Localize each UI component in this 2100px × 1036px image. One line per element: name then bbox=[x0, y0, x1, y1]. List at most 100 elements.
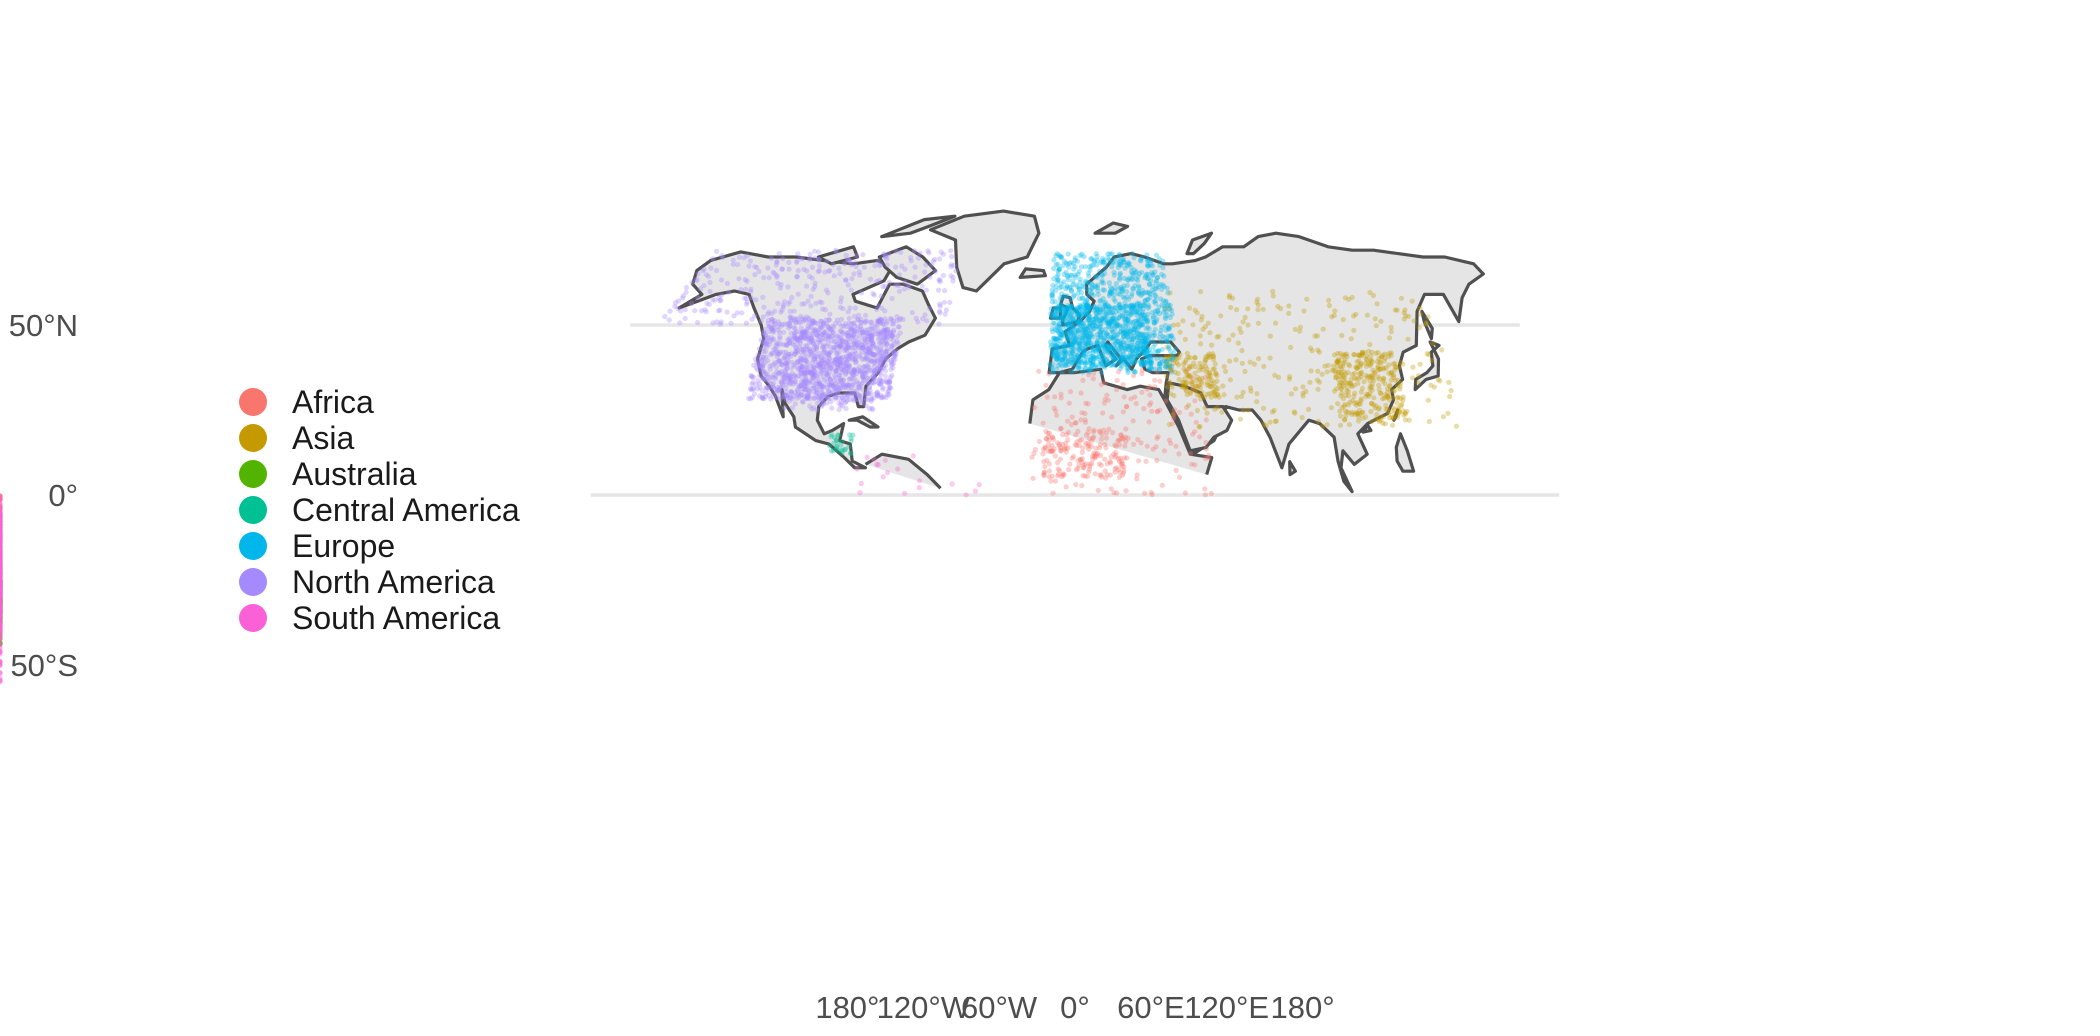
occurrence-point bbox=[0, 584, 3, 590]
occurrence-point bbox=[1209, 390, 1215, 396]
occurrence-point bbox=[0, 610, 3, 616]
occurrence-point bbox=[0, 583, 3, 589]
occurrence-point bbox=[1137, 305, 1143, 311]
occurrence-point bbox=[1059, 472, 1065, 478]
occurrence-point bbox=[0, 545, 3, 551]
occurrence-point bbox=[1288, 344, 1294, 350]
occurrence-point bbox=[767, 366, 773, 372]
occurrence-point bbox=[0, 585, 3, 591]
occurrence-point bbox=[1325, 362, 1331, 368]
occurrence-point bbox=[1064, 321, 1071, 327]
occurrence-point bbox=[0, 609, 3, 615]
occurrence-point bbox=[0, 583, 3, 589]
occurrence-point bbox=[0, 571, 3, 577]
occurrence-point bbox=[1101, 362, 1107, 368]
occurrence-point bbox=[0, 587, 3, 593]
occurrence-point bbox=[1057, 254, 1063, 260]
occurrence-point bbox=[1183, 357, 1189, 363]
occurrence-point bbox=[0, 586, 3, 592]
occurrence-point bbox=[1207, 373, 1213, 379]
occurrence-point bbox=[1437, 378, 1443, 384]
occurrence-point bbox=[1151, 320, 1158, 326]
occurrence-point bbox=[0, 598, 3, 604]
occurrence-point bbox=[1388, 329, 1394, 335]
occurrence-point bbox=[1162, 335, 1168, 341]
occurrence-point bbox=[1132, 318, 1138, 324]
occurrence-point bbox=[0, 553, 3, 559]
occurrence-point bbox=[1116, 261, 1122, 268]
occurrence-point bbox=[1080, 321, 1086, 327]
occurrence-point bbox=[1068, 369, 1074, 375]
occurrence-point bbox=[1364, 375, 1370, 381]
occurrence-point bbox=[0, 601, 3, 607]
occurrence-point bbox=[1160, 282, 1166, 288]
occurrence-point bbox=[826, 359, 832, 365]
occurrence-point bbox=[1215, 392, 1221, 398]
occurrence-point bbox=[0, 609, 3, 615]
occurrence-point bbox=[1214, 334, 1220, 340]
occurrence-point bbox=[1029, 454, 1035, 460]
occurrence-point bbox=[1404, 408, 1410, 414]
occurrence-point bbox=[1127, 305, 1134, 311]
occurrence-point bbox=[0, 570, 3, 576]
occurrence-point bbox=[1116, 260, 1122, 266]
occurrence-point bbox=[1346, 363, 1353, 369]
occurrence-point bbox=[0, 585, 3, 591]
occurrence-point bbox=[0, 592, 3, 598]
occurrence-point bbox=[1166, 326, 1172, 332]
occurrence-point bbox=[1091, 450, 1097, 456]
occurrence-point bbox=[1308, 368, 1314, 374]
occurrence-point bbox=[1227, 358, 1233, 364]
occurrence-point bbox=[1233, 357, 1239, 363]
occurrence-point bbox=[1167, 302, 1173, 308]
occurrence-point bbox=[0, 606, 3, 612]
occurrence-point bbox=[1211, 366, 1217, 372]
occurrence-point bbox=[1061, 310, 1067, 316]
occurrence-point bbox=[878, 357, 884, 363]
occurrence-point bbox=[1160, 298, 1166, 304]
occurrence-point bbox=[1349, 294, 1355, 300]
occurrence-point bbox=[0, 553, 3, 559]
occurrence-point bbox=[0, 609, 3, 615]
occurrence-point bbox=[1081, 462, 1087, 468]
occurrence-point bbox=[827, 376, 833, 382]
occurrence-point bbox=[1378, 366, 1384, 372]
land-iceland bbox=[1018, 267, 1047, 279]
occurrence-point bbox=[0, 606, 3, 612]
occurrence-point bbox=[1349, 371, 1355, 378]
occurrence-point bbox=[1336, 380, 1343, 387]
occurrence-point bbox=[1363, 372, 1369, 378]
occurrence-point bbox=[0, 623, 3, 629]
occurrence-point bbox=[0, 605, 3, 611]
occurrence-point bbox=[871, 456, 877, 462]
occurrence-point bbox=[1146, 419, 1152, 425]
occurrence-point bbox=[0, 627, 3, 633]
occurrence-point bbox=[839, 450, 845, 456]
land-greenland bbox=[928, 209, 1041, 293]
occurrence-point bbox=[0, 599, 3, 605]
occurrence-point bbox=[0, 583, 3, 589]
occurrence-point bbox=[1171, 393, 1177, 399]
occurrence-point bbox=[695, 271, 701, 277]
occurrence-point bbox=[714, 267, 720, 274]
occurrence-point bbox=[1348, 376, 1354, 382]
occurrence-point bbox=[0, 591, 3, 597]
occurrence-point bbox=[758, 318, 764, 324]
occurrence-point bbox=[1063, 260, 1069, 266]
occurrence-point bbox=[0, 593, 3, 599]
occurrence-point bbox=[0, 506, 3, 512]
occurrence-point bbox=[1070, 278, 1076, 284]
occurrence-point bbox=[689, 279, 695, 285]
occurrence-point bbox=[1166, 379, 1172, 385]
occurrence-point bbox=[1189, 381, 1195, 387]
occurrence-point bbox=[1077, 457, 1083, 463]
occurrence-point bbox=[0, 513, 3, 519]
occurrence-point bbox=[0, 610, 3, 616]
occurrence-point bbox=[0, 620, 3, 626]
occurrence-point bbox=[1156, 311, 1163, 317]
occurrence-point bbox=[710, 256, 716, 262]
occurrence-point bbox=[1128, 328, 1134, 334]
occurrence-point bbox=[0, 585, 3, 591]
occurrence-point bbox=[1168, 357, 1174, 363]
occurrence-point bbox=[0, 607, 3, 614]
